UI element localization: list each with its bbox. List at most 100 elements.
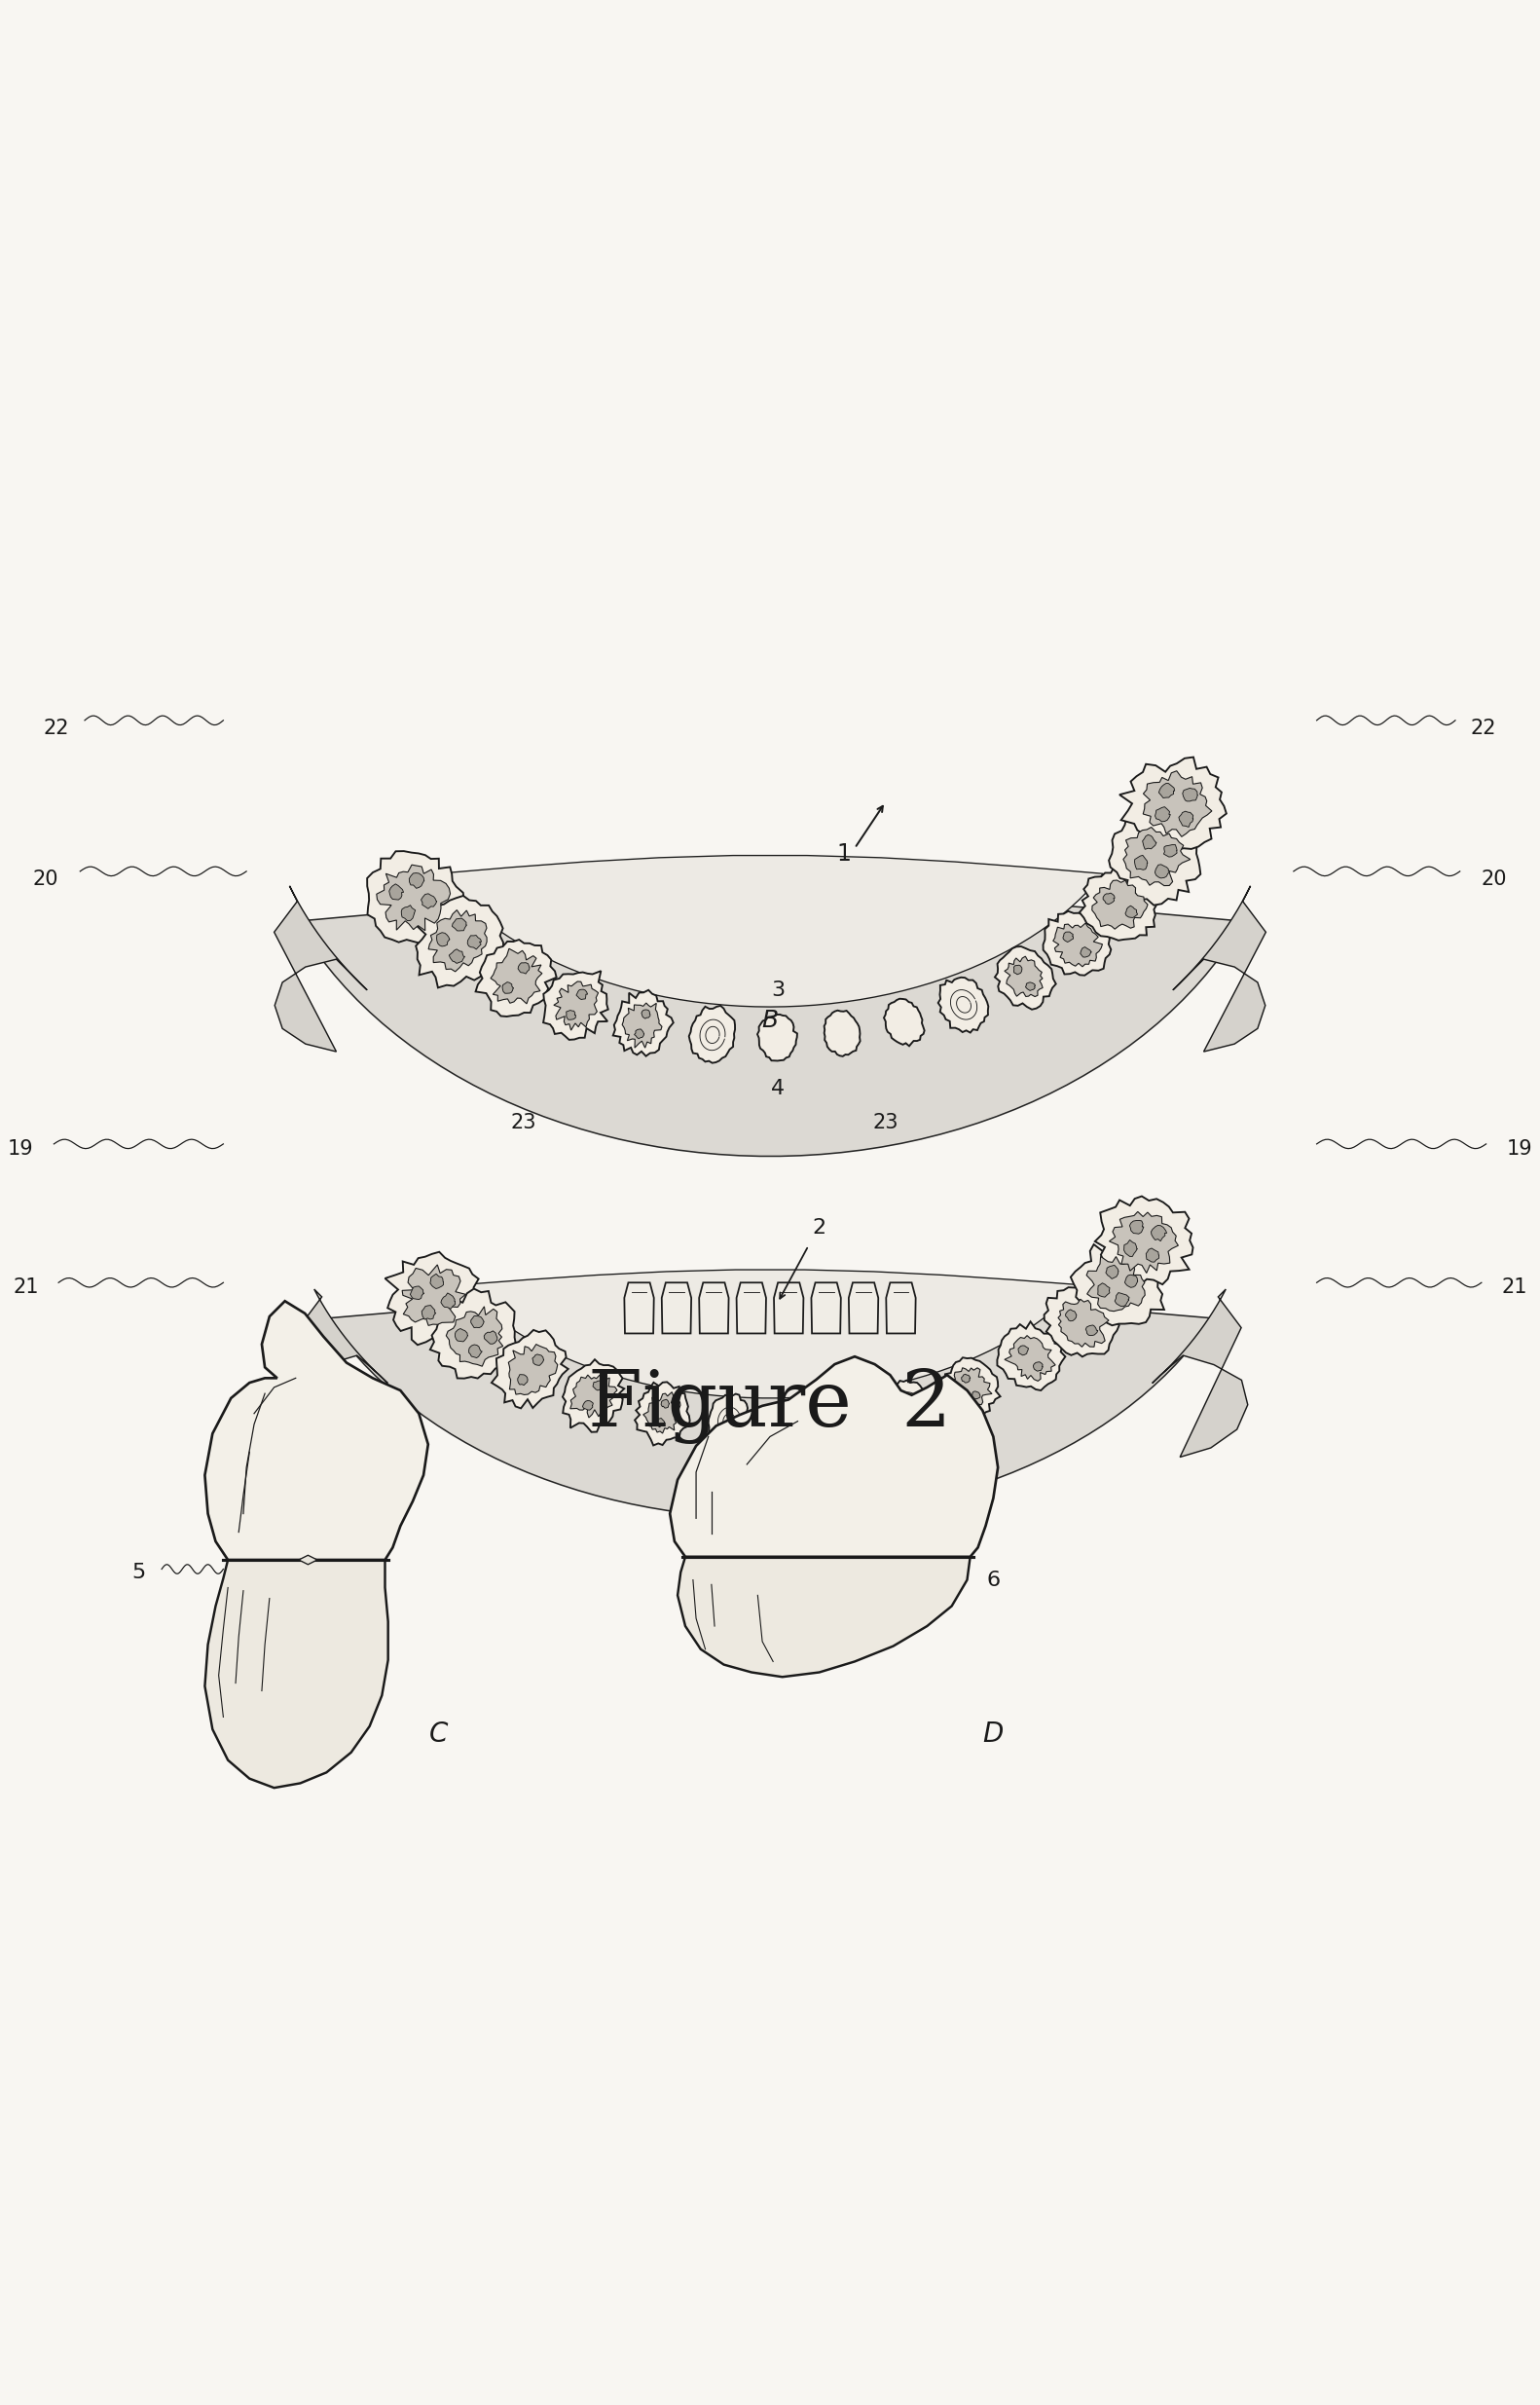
Polygon shape	[484, 1330, 497, 1344]
Polygon shape	[293, 1289, 388, 1457]
Polygon shape	[491, 1330, 568, 1409]
Polygon shape	[1155, 863, 1170, 878]
Polygon shape	[1070, 1243, 1164, 1325]
Text: 4: 4	[772, 1080, 784, 1099]
Polygon shape	[390, 885, 403, 899]
Polygon shape	[420, 895, 437, 909]
Polygon shape	[1044, 1287, 1120, 1356]
Polygon shape	[1155, 806, 1170, 823]
Polygon shape	[1092, 880, 1147, 928]
Polygon shape	[517, 1376, 528, 1385]
Polygon shape	[1043, 911, 1110, 976]
Polygon shape	[758, 1015, 798, 1061]
Polygon shape	[367, 851, 464, 943]
Text: 19: 19	[1506, 1140, 1532, 1159]
Polygon shape	[642, 1010, 650, 1020]
Text: 22: 22	[1471, 719, 1497, 738]
Polygon shape	[1063, 931, 1073, 943]
Text: 3: 3	[772, 981, 784, 1000]
Polygon shape	[508, 1344, 557, 1395]
Polygon shape	[634, 1383, 690, 1445]
Text: 23: 23	[873, 1114, 898, 1133]
Polygon shape	[833, 1395, 869, 1438]
Polygon shape	[454, 1328, 468, 1342]
Polygon shape	[773, 1400, 810, 1445]
Polygon shape	[430, 1289, 519, 1378]
Text: 22: 22	[43, 719, 69, 738]
Polygon shape	[430, 1275, 444, 1289]
Polygon shape	[437, 856, 1103, 1008]
Polygon shape	[1080, 866, 1157, 940]
Text: B: B	[762, 1010, 778, 1032]
Polygon shape	[544, 972, 608, 1039]
Polygon shape	[656, 1419, 665, 1426]
Polygon shape	[385, 1253, 479, 1344]
Polygon shape	[1013, 964, 1023, 974]
Polygon shape	[961, 1373, 970, 1383]
Polygon shape	[554, 981, 598, 1029]
Polygon shape	[944, 1356, 1001, 1421]
Polygon shape	[410, 873, 425, 887]
Text: Figure  2: Figure 2	[588, 1368, 952, 1443]
Polygon shape	[1026, 981, 1035, 991]
Polygon shape	[471, 1316, 484, 1328]
Polygon shape	[582, 1400, 593, 1409]
Polygon shape	[422, 1306, 436, 1320]
Text: 19: 19	[8, 1140, 34, 1159]
Polygon shape	[824, 1010, 861, 1056]
Polygon shape	[1178, 810, 1194, 827]
Polygon shape	[1018, 1344, 1029, 1354]
Polygon shape	[468, 1344, 482, 1359]
Text: 21: 21	[1502, 1277, 1528, 1296]
Polygon shape	[885, 1380, 932, 1433]
Polygon shape	[1109, 810, 1201, 904]
Polygon shape	[1143, 772, 1212, 837]
Polygon shape	[775, 1282, 804, 1332]
Polygon shape	[1123, 827, 1190, 885]
Polygon shape	[1120, 758, 1226, 854]
Polygon shape	[1095, 1195, 1194, 1284]
Polygon shape	[885, 1282, 916, 1332]
Polygon shape	[950, 1368, 992, 1409]
Text: 1: 1	[836, 842, 852, 866]
Polygon shape	[402, 1265, 465, 1325]
Polygon shape	[1109, 1212, 1178, 1272]
Polygon shape	[1087, 1255, 1144, 1311]
Polygon shape	[1115, 1291, 1129, 1306]
Polygon shape	[938, 976, 989, 1032]
Polygon shape	[453, 919, 467, 931]
Polygon shape	[377, 866, 450, 931]
Polygon shape	[1004, 1335, 1055, 1380]
Polygon shape	[502, 981, 513, 993]
Polygon shape	[662, 1282, 691, 1332]
Polygon shape	[1106, 1265, 1118, 1279]
Polygon shape	[1152, 1289, 1247, 1457]
Polygon shape	[972, 1390, 979, 1400]
Polygon shape	[1058, 1299, 1109, 1347]
Polygon shape	[410, 1287, 424, 1299]
Polygon shape	[1126, 907, 1138, 919]
Polygon shape	[1135, 856, 1147, 871]
Polygon shape	[517, 962, 530, 974]
Polygon shape	[678, 1556, 970, 1676]
Polygon shape	[998, 1323, 1066, 1390]
Polygon shape	[1124, 1241, 1138, 1255]
Polygon shape	[468, 936, 482, 950]
Text: 23: 23	[511, 1114, 536, 1133]
Polygon shape	[491, 948, 542, 1003]
Polygon shape	[1033, 1361, 1043, 1371]
Text: 21: 21	[12, 1277, 38, 1296]
Polygon shape	[328, 1294, 1212, 1518]
Polygon shape	[274, 885, 367, 1051]
Polygon shape	[699, 1282, 728, 1332]
Polygon shape	[593, 1380, 604, 1390]
Polygon shape	[1004, 957, 1043, 996]
Polygon shape	[849, 1282, 878, 1332]
Polygon shape	[1143, 835, 1157, 849]
Polygon shape	[570, 1373, 618, 1417]
Polygon shape	[297, 895, 1243, 1157]
Polygon shape	[562, 1359, 624, 1431]
Polygon shape	[622, 1003, 662, 1049]
Polygon shape	[576, 988, 588, 1000]
Polygon shape	[1158, 784, 1175, 798]
